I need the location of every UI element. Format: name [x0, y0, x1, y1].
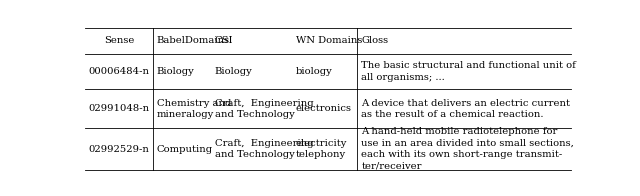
Text: 00006484-n: 00006484-n [89, 67, 150, 76]
Text: Craft,  Engineering
and Technology: Craft, Engineering and Technology [215, 99, 314, 119]
Text: Biology: Biology [215, 67, 253, 76]
Text: biology: biology [296, 67, 333, 76]
Text: electronics: electronics [296, 104, 352, 113]
Text: Sense: Sense [104, 36, 134, 45]
Text: CSI: CSI [215, 36, 234, 45]
Text: WN Domains: WN Domains [296, 36, 362, 45]
Text: Biology: Biology [157, 67, 195, 76]
Text: A hand-held mobile radiotelephone for
use in an area divided into small sections: A hand-held mobile radiotelephone for us… [361, 127, 574, 171]
Text: Computing: Computing [157, 145, 213, 154]
Text: The basic structural and functional unit of
all organisms; ...: The basic structural and functional unit… [361, 61, 576, 82]
Text: BabelDomains: BabelDomains [157, 36, 230, 45]
Text: electricity
telephony: electricity telephony [296, 139, 347, 159]
Text: Chemistry and
mineralogy: Chemistry and mineralogy [157, 99, 231, 119]
Text: Gloss: Gloss [361, 36, 388, 45]
Text: 02991048-n: 02991048-n [88, 104, 150, 113]
Text: 02992529-n: 02992529-n [89, 145, 150, 154]
Text: Craft,  Engineering
and Technology: Craft, Engineering and Technology [215, 139, 314, 159]
Text: A device that delivers an electric current
as the result of a chemical reaction.: A device that delivers an electric curre… [361, 99, 570, 119]
